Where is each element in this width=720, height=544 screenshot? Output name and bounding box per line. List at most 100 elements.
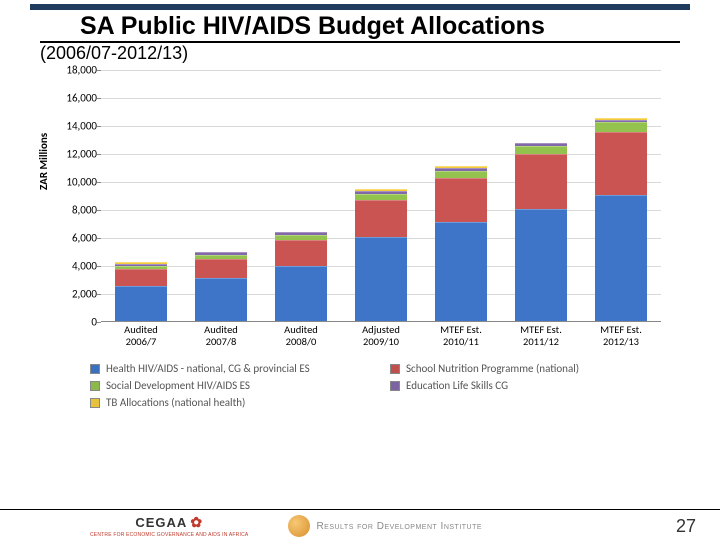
plot-area: 02,0004,0006,0008,00010,00012,00014,0001…: [101, 70, 661, 322]
y-tick-mark: [97, 238, 101, 239]
y-axis-label: ZAR Millions: [37, 133, 50, 190]
y-tick-label: 0: [57, 316, 97, 329]
logo-cegaa: CEGAA✿ CENTRE FOR ECONOMIC GOVERNANCE AN…: [90, 514, 248, 538]
x-tick-label: Audited2008/0: [266, 324, 336, 348]
legend-swatch: [90, 398, 100, 408]
bar-segment-nutrition: [595, 132, 647, 195]
bar-segment-health: [435, 222, 487, 321]
bar-segment-edulife: [595, 120, 647, 123]
globe-icon: [288, 515, 310, 537]
x-axis-labels: Audited2006/7 Audited2007/8 Audited2008/0 A…: [101, 322, 661, 356]
x-tick-label: MTEF Est.2010/11: [426, 324, 496, 348]
legend-label: TB Allocations (national health): [106, 396, 245, 409]
logo-r4d-text: Results for Development Institute: [316, 521, 482, 532]
y-tick-mark: [97, 70, 101, 71]
grid-line: [101, 126, 661, 127]
bar-segment-social: [435, 171, 487, 179]
legend-swatch: [390, 364, 400, 374]
y-tick-mark: [97, 126, 101, 127]
y-tick-label: 8,000: [57, 204, 97, 217]
y-tick-label: 10,000: [57, 176, 97, 189]
legend-swatch: [90, 381, 100, 391]
legend-label: Health HIV/AIDS - national, CG & provinc…: [106, 362, 310, 375]
legend-swatch: [90, 364, 100, 374]
bar-segment-tb: [595, 118, 647, 120]
x-tick-label: Adjusted2009/10: [346, 324, 416, 348]
legend-swatch: [390, 381, 400, 391]
y-tick-mark: [97, 294, 101, 295]
bar-segment-nutrition: [515, 154, 567, 209]
bar-segment-tb: [275, 231, 327, 232]
x-tick-label: Audited2007/8: [186, 324, 256, 348]
bar-segment-social: [355, 194, 407, 200]
bar-segment-social: [275, 235, 327, 240]
bar-segment-health: [115, 286, 167, 321]
bar-segment-tb: [435, 166, 487, 168]
legend-label: School Nutrition Programme (national): [406, 362, 579, 375]
footer-logos: CEGAA✿ CENTRE FOR ECONOMIC GOVERNANCE AN…: [90, 514, 482, 538]
footer: CEGAA✿ CENTRE FOR ECONOMIC GOVERNANCE AN…: [0, 509, 720, 544]
legend-row: Health HIV/AIDS - national, CG & provinc…: [90, 362, 680, 375]
y-tick-label: 2,000: [57, 288, 97, 301]
y-tick-mark: [97, 266, 101, 267]
bar-segment-edulife: [195, 252, 247, 254]
chart-container: ZAR Millions 02,0004,0006,0008,00010,000…: [45, 70, 675, 356]
x-tick-label: MTEF Est.2011/12: [506, 324, 576, 348]
bar-segment-nutrition: [355, 200, 407, 237]
bar-segment-health: [595, 195, 647, 321]
bar-segment-edulife: [515, 143, 567, 146]
legend-row: Social Development HIV/AIDS ES Education …: [90, 379, 680, 392]
bar-segment-nutrition: [275, 240, 327, 267]
bar-segment-nutrition: [115, 269, 167, 286]
legend-row: TB Allocations (national health): [90, 396, 680, 409]
y-tick-mark: [97, 98, 101, 99]
y-tick-mark: [97, 154, 101, 155]
legend: Health HIV/AIDS - national, CG & provinc…: [90, 362, 680, 409]
y-tick-label: 14,000: [57, 120, 97, 133]
bar-segment-health: [195, 278, 247, 321]
legend-item: Education Life Skills CG: [390, 379, 650, 392]
logo-cegaa-text: CEGAA: [135, 515, 187, 530]
bar-segment-edulife: [115, 264, 167, 266]
grid-line: [101, 98, 661, 99]
page-subtitle: (2006/07-2012/13): [40, 43, 680, 70]
top-rule: [30, 4, 690, 10]
legend-label: Social Development HIV/AIDS ES: [106, 379, 250, 392]
legend-item: Social Development HIV/AIDS ES: [90, 379, 350, 392]
bar-segment-edulife: [275, 232, 327, 235]
bar-segment-social: [195, 255, 247, 259]
bar-segment-edulife: [435, 168, 487, 171]
y-tick-mark: [97, 182, 101, 183]
grid-line: [101, 154, 661, 155]
bar-segment-health: [275, 266, 327, 321]
grid-line: [101, 70, 661, 71]
logo-r4d: Results for Development Institute: [288, 515, 482, 537]
bar-segment-tb: [115, 262, 167, 263]
bar-segment-health: [515, 209, 567, 321]
x-tick-label: MTEF Est.2012/13: [586, 324, 656, 348]
bar-segment-edulife: [355, 191, 407, 194]
legend-item: Health HIV/AIDS - national, CG & provinc…: [90, 362, 350, 375]
bar-segment-tb: [195, 251, 247, 252]
y-tick-label: 12,000: [57, 148, 97, 161]
bar-segment-social: [115, 266, 167, 270]
y-tick-label: 18,000: [57, 64, 97, 77]
legend-item: TB Allocations (national health): [90, 396, 350, 409]
y-tick-label: 16,000: [57, 92, 97, 105]
page-number: 27: [676, 516, 696, 537]
page-title: SA Public HIV/AIDS Budget Allocations: [40, 12, 680, 43]
y-tick-mark: [97, 210, 101, 211]
legend-label: Education Life Skills CG: [406, 379, 508, 392]
bar-segment-nutrition: [435, 178, 487, 221]
bar-segment-tb: [515, 142, 567, 144]
bar-segment-tb: [355, 189, 407, 191]
y-tick-label: 6,000: [57, 232, 97, 245]
logo-cegaa-sub: CENTRE FOR ECONOMIC GOVERNANCE AND AIDS …: [90, 532, 248, 538]
grid-line: [101, 182, 661, 183]
bar-segment-health: [355, 237, 407, 321]
legend-item: School Nutrition Programme (national): [390, 362, 650, 375]
bar-segment-social: [595, 122, 647, 132]
y-tick-label: 4,000: [57, 260, 97, 273]
x-tick-label: Audited2006/7: [106, 324, 176, 348]
ribbon-icon: ✿: [190, 514, 203, 531]
